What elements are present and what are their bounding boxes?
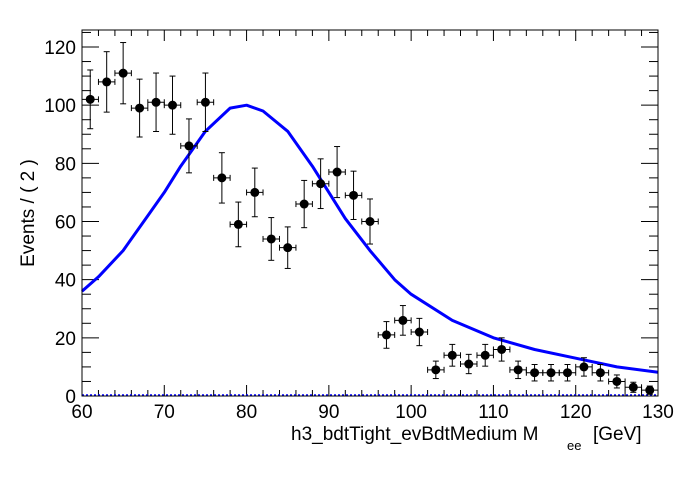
y-tick-label: 80 [55,154,76,175]
x-axis-label-unit: [GeV] [593,424,642,445]
marker [447,350,457,360]
marker [85,94,95,104]
marker [349,190,359,200]
marker [135,103,145,113]
marker [562,368,572,378]
x-tick-label: 80 [236,402,257,423]
data-point [361,198,379,245]
data-point [147,72,165,132]
marker [480,350,490,360]
y-tick-label: 0 [65,387,76,408]
marker [414,327,424,337]
data-point [180,118,198,174]
data-point [509,360,527,380]
marker [579,362,589,372]
marker [217,173,227,183]
data-point [295,179,313,229]
x-tick-label: 110 [478,402,508,423]
data-point [476,343,494,367]
data-point [460,353,478,375]
data-point [542,364,560,382]
y-tick-label: 100 [44,96,76,117]
x-axis-label-subscript: ee [567,438,581,453]
marker [365,217,375,226]
x-tick-label: 60 [71,402,92,423]
marker [151,97,161,107]
marker [102,77,112,87]
data-point [278,226,297,269]
marker [381,330,391,340]
data-point [575,357,593,377]
data-point [246,167,264,218]
marker [513,365,523,375]
x-tick-label: 130 [642,402,674,423]
data-point [591,364,610,382]
x-axis-label: h3_bdtTight_evBdtMedium M [291,424,538,445]
data-point [558,364,577,382]
marker [200,97,210,107]
data-point [525,364,544,382]
marker [299,199,309,209]
y-tick-label: 60 [55,213,76,234]
data-point [492,337,511,362]
marker [332,167,342,177]
data-point [608,374,626,389]
data-point [443,343,462,367]
data-point [163,75,182,135]
data-point [311,158,330,210]
marker [316,179,326,189]
marker [464,359,474,369]
x-tick-label: 70 [154,402,175,423]
x-tick-label: 90 [318,402,339,423]
marker [266,234,276,244]
y-axis-label: Events / ( 2 ) [18,159,39,267]
data-point [328,146,346,199]
plot-frame [81,29,659,397]
data-point [427,360,445,380]
marker [595,368,605,378]
marker [497,344,507,354]
fit-curve [81,103,659,374]
marker [250,187,260,197]
x-tick-label: 100 [395,402,427,423]
marker [398,315,408,325]
marker [283,243,293,253]
x-axis-label-main: h3_bdtTight_evBdtMedium M [291,424,538,445]
marker [233,219,243,229]
marker [118,68,128,78]
data-point [130,78,149,138]
data-point [213,152,231,204]
marker [546,368,556,378]
marker [530,368,540,378]
y-tick-label: 120 [44,38,76,59]
marker [628,382,638,392]
data-point [97,51,116,113]
data-point [344,170,363,220]
x-tick-label: 120 [560,402,592,423]
data-point [394,305,412,336]
data-point [229,201,248,248]
y-tick-label: 20 [55,329,76,350]
data-point [262,217,280,261]
data-point [377,321,396,349]
data-point [641,385,659,395]
marker [612,376,622,386]
marker [168,100,178,110]
marker [184,141,194,151]
y-tick-label: 40 [55,271,76,292]
data-point [410,317,429,347]
marker [431,365,441,375]
data-point [196,72,215,132]
marker [645,385,655,395]
data-point [624,381,643,393]
data-point [114,42,132,105]
